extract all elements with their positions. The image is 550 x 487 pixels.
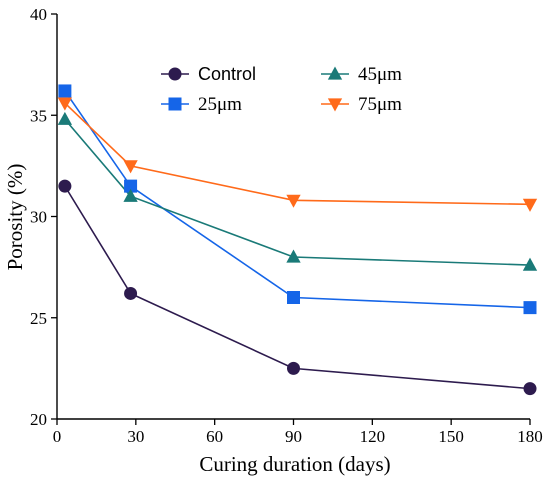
legend-label: 45μm [358, 64, 402, 85]
legend-label: 75μm [358, 94, 402, 115]
data-point-25μm [58, 84, 72, 98]
data-point-45μm [286, 249, 301, 263]
y-tick-label: 35 [30, 106, 47, 125]
y-tick-label: 40 [30, 5, 47, 24]
x-tick-label: 150 [438, 427, 464, 446]
x-tick-label: 120 [360, 427, 386, 446]
data-point-75μm [522, 198, 538, 212]
y-tick-label: 20 [30, 410, 47, 429]
x-tick-label: 60 [206, 427, 223, 446]
series-line-25μm [64, 90, 531, 309]
y-tick-label: 25 [30, 309, 47, 328]
x-tick-label: 180 [517, 427, 543, 446]
series-line-45μm [64, 118, 531, 266]
series-markers [57, 84, 538, 396]
data-point-Control [58, 179, 72, 193]
x-tick-label: 30 [127, 427, 144, 446]
y-tick-label: 30 [30, 208, 47, 227]
legend: Control 25μm 45μm 75μm [161, 64, 402, 115]
data-point-75μm [286, 194, 301, 208]
data-point-Control [523, 382, 537, 396]
y-axis-title: Porosity (%) [3, 164, 27, 271]
data-point-45μm [57, 111, 73, 125]
data-point-25μm [124, 179, 138, 193]
data-point-75μm [57, 97, 73, 111]
data-point-45μm [123, 188, 138, 202]
data-point-25μm [287, 291, 300, 304]
x-axis-title: Curing duration (days) [199, 452, 390, 476]
x-tick-label: 0 [53, 427, 62, 446]
axes: 0 30 60 90 120 150 180 20 25 30 35 40 [30, 5, 543, 446]
legend-marker [168, 97, 182, 111]
legend-label: Control [198, 64, 256, 84]
legend-label: 25μm [198, 94, 242, 115]
data-point-45μm [522, 257, 538, 271]
data-point-Control [287, 361, 300, 375]
series-line-75μm [64, 102, 531, 206]
data-point-Control [124, 286, 138, 300]
series-line-Control [64, 185, 531, 390]
x-tick-label: 90 [285, 427, 302, 446]
data-point-75μm [123, 160, 138, 174]
data-point-25μm [523, 301, 537, 315]
legend-marker [168, 67, 182, 81]
series-lines [64, 90, 531, 390]
legend-marker [327, 66, 343, 80]
legend-marker [327, 98, 343, 112]
